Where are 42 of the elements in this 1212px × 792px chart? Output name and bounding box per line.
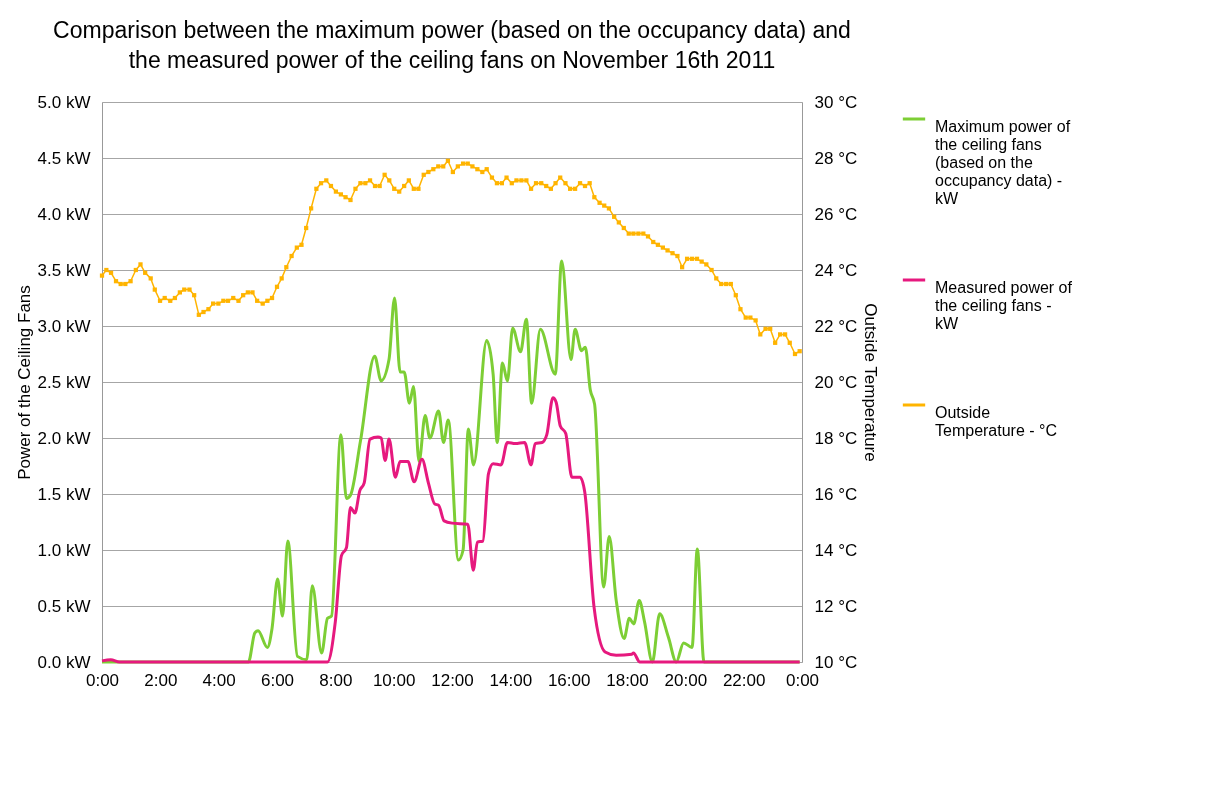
x-tick-label: 22:00 — [722, 670, 766, 690]
x-tick-label: 10:00 — [372, 670, 416, 690]
y-tick-label: 4.0 kW — [37, 204, 91, 224]
y2-tick-label: 10 °C — [814, 652, 858, 672]
y-axis-title: Power of the Ceiling Fans — [14, 285, 34, 480]
x-tick-label: 14:00 — [489, 670, 533, 690]
y2-tick-label: 18 °C — [814, 428, 858, 448]
y-tick-label: 2.0 kW — [37, 428, 91, 448]
y-tick-label: 1.5 kW — [37, 484, 91, 504]
y2-tick-label: 30 °C — [814, 92, 858, 112]
y-tick-label: 0.5 kW — [37, 596, 91, 616]
x-tick-label: 16:00 — [547, 670, 591, 690]
x-tick-label: 18:00 — [606, 670, 649, 690]
x-tick-label: 0:00 — [785, 670, 820, 690]
y2-tick-label: 24 °C — [814, 260, 858, 280]
y2-tick-label: 20 °C — [814, 372, 858, 392]
y-tick-label: 3.5 kW — [37, 260, 91, 280]
y2-tick-label: 26 °C — [814, 204, 858, 224]
y2-tick-label: 12 °C — [814, 596, 858, 616]
x-tick-label: 12:00 — [431, 670, 474, 690]
legend-label: Maximum power of the ceiling fans (based on the occupancy data) - kW — [935, 118, 1071, 207]
y2-tick-label: 22 °C — [814, 316, 858, 336]
x-tick-label: 4:00 — [202, 670, 236, 690]
y-tick-label: 3.0 kW — [37, 316, 91, 336]
legend-label: Outside Temperature - °C — [935, 404, 1057, 439]
x-tick-label: 8:00 — [319, 670, 353, 690]
y-tick-label: 1.0 kW — [37, 540, 91, 560]
legend-label: Measured power of the ceiling fans - kW — [935, 279, 1073, 332]
y2-tick-label: 14 °C — [814, 540, 858, 560]
x-tick-label: 2:00 — [144, 670, 178, 690]
y2-tick-label: 16 °C — [814, 484, 858, 504]
y2-tick-label: 28 °C — [814, 148, 858, 168]
chart-title: Comparison between the maximum power (based on the occupancy data) and the measured power of the ceiling fans on November 16th 2011 — [53, 17, 851, 73]
y-tick-label: 0.0 kW — [37, 652, 91, 672]
x-tick-label: 20:00 — [664, 670, 708, 690]
x-tick-label: 0:00 — [85, 670, 120, 690]
y-tick-label: 5.0 kW — [37, 92, 91, 112]
x-tick-label: 6:00 — [260, 670, 295, 690]
y2-axis-title: Outside Temperature — [861, 303, 881, 462]
y-tick-label: 2.5 kW — [37, 372, 91, 392]
line-series — [100, 396, 802, 664]
y-tick-label: 4.5 kW — [37, 148, 91, 168]
